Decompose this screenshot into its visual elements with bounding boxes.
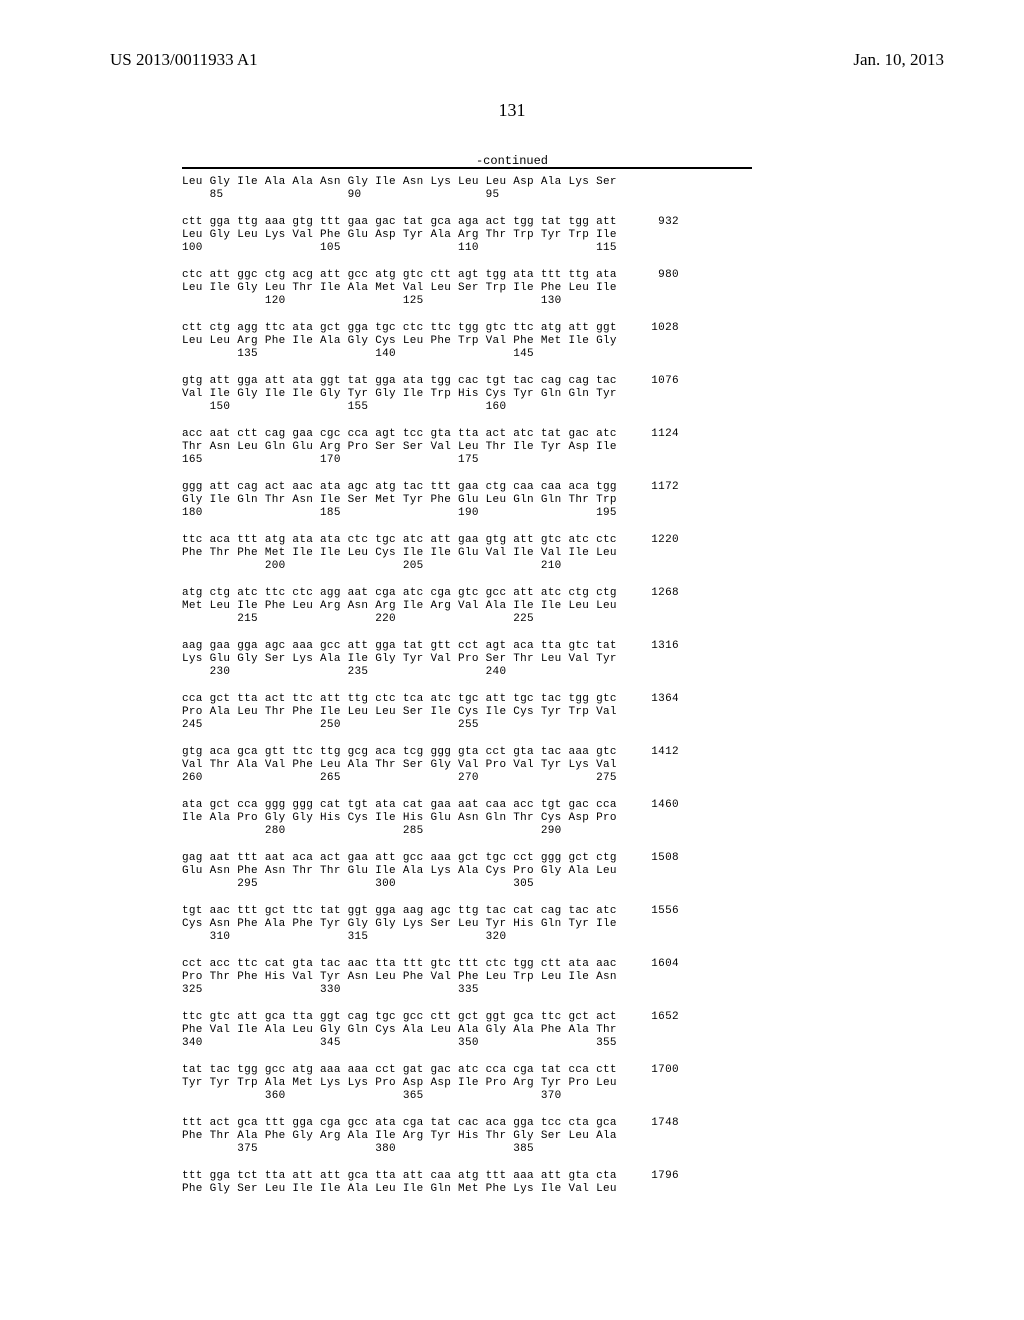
sequence-group: ggg att cag act aac ata agc atg tac ttt … bbox=[182, 481, 679, 520]
sequence-line: tgt aac ttt gct ttc tat ggt gga aag agc … bbox=[182, 905, 679, 918]
sequence-line: Glu Asn Phe Asn Thr Thr Glu Ile Ala Lys … bbox=[182, 865, 679, 878]
sequence-line: Ile Ala Pro Gly Gly His Cys Ile His Glu … bbox=[182, 812, 679, 825]
sequence-group: ttc aca ttt atg ata ata ctc tgc atc att … bbox=[182, 534, 679, 573]
sequence-group: gtg att gga att ata ggt tat gga ata tgg … bbox=[182, 375, 679, 414]
sequence-line: Pro Thr Phe His Val Tyr Asn Leu Phe Val … bbox=[182, 971, 679, 984]
sequence-group: tgt aac ttt gct ttc tat ggt gga aag agc … bbox=[182, 905, 679, 944]
sequence-line: 120 125 130 bbox=[182, 295, 679, 308]
sequence-line: Thr Asn Leu Gln Glu Arg Pro Ser Ser Val … bbox=[182, 441, 679, 454]
sequence-line: Leu Ile Gly Leu Thr Ile Ala Met Val Leu … bbox=[182, 282, 679, 295]
sequence-listing: Leu Gly Ile Ala Ala Asn Gly Ile Asn Lys … bbox=[182, 176, 679, 1210]
sequence-group: tat tac tgg gcc atg aaa aaa cct gat gac … bbox=[182, 1064, 679, 1103]
sequence-line: 135 140 145 bbox=[182, 348, 679, 361]
sequence-line: ttt gga tct tta att att gca tta att caa … bbox=[182, 1170, 679, 1183]
sequence-line: gag aat ttt aat aca act gaa att gcc aaa … bbox=[182, 852, 679, 865]
sequence-line: Pro Ala Leu Thr Phe Ile Leu Leu Ser Ile … bbox=[182, 706, 679, 719]
sequence-line: aag gaa gga agc aaa gcc att gga tat gtt … bbox=[182, 640, 679, 653]
sequence-group: ctc att ggc ctg acg att gcc atg gtc ctt … bbox=[182, 269, 679, 308]
sequence-group: cct acc ttc cat gta tac aac tta ttt gtc … bbox=[182, 958, 679, 997]
sequence-line: 180 185 190 195 bbox=[182, 507, 679, 520]
sequence-line: 360 365 370 bbox=[182, 1090, 679, 1103]
sequence-group: acc aat ctt cag gaa cgc cca agt tcc gta … bbox=[182, 428, 679, 467]
sequence-line: Lys Glu Gly Ser Lys Ala Ile Gly Tyr Val … bbox=[182, 653, 679, 666]
sequence-group: ttc gtc att gca tta ggt cag tgc gcc ctt … bbox=[182, 1011, 679, 1050]
continued-label: -continued bbox=[0, 154, 1024, 168]
sequence-line: 230 235 240 bbox=[182, 666, 679, 679]
sequence-line: Gly Ile Gln Thr Asn Ile Ser Met Tyr Phe … bbox=[182, 494, 679, 507]
sequence-line: 150 155 160 bbox=[182, 401, 679, 414]
sequence-group: Leu Gly Ile Ala Ala Asn Gly Ile Asn Lys … bbox=[182, 176, 679, 202]
sequence-group: ctt gga ttg aaa gtg ttt gaa gac tat gca … bbox=[182, 216, 679, 255]
sequence-line: Phe Thr Ala Phe Gly Arg Ala Ile Arg Tyr … bbox=[182, 1130, 679, 1143]
publication-number: US 2013/0011933 A1 bbox=[110, 50, 258, 70]
sequence-line: Met Leu Ile Phe Leu Arg Asn Arg Ile Arg … bbox=[182, 600, 679, 613]
sequence-line: Leu Gly Ile Ala Ala Asn Gly Ile Asn Lys … bbox=[182, 176, 679, 189]
sequence-line: Phe Gly Ser Leu Ile Ile Ala Leu Ile Gln … bbox=[182, 1183, 679, 1196]
sequence-group: aag gaa gga agc aaa gcc att gga tat gtt … bbox=[182, 640, 679, 679]
sequence-line: ttc gtc att gca tta ggt cag tgc gcc ctt … bbox=[182, 1011, 679, 1024]
sequence-line: tat tac tgg gcc atg aaa aaa cct gat gac … bbox=[182, 1064, 679, 1077]
sequence-line: 375 380 385 bbox=[182, 1143, 679, 1156]
sequence-line: 165 170 175 bbox=[182, 454, 679, 467]
sequence-line: ttc aca ttt atg ata ata ctc tgc atc att … bbox=[182, 534, 679, 547]
sequence-line: 85 90 95 bbox=[182, 189, 679, 202]
sequence-group: gag aat ttt aat aca act gaa att gcc aaa … bbox=[182, 852, 679, 891]
horizontal-rule bbox=[182, 167, 752, 169]
sequence-line: 200 205 210 bbox=[182, 560, 679, 573]
sequence-line: ttt act gca ttt gga cga gcc ata cga tat … bbox=[182, 1117, 679, 1130]
sequence-line: ctt gga ttg aaa gtg ttt gaa gac tat gca … bbox=[182, 216, 679, 229]
sequence-line: 340 345 350 355 bbox=[182, 1037, 679, 1050]
sequence-line: 280 285 290 bbox=[182, 825, 679, 838]
sequence-line: Leu Leu Arg Phe Ile Ala Gly Cys Leu Phe … bbox=[182, 335, 679, 348]
sequence-line: ctc att ggc ctg acg att gcc atg gtc ctt … bbox=[182, 269, 679, 282]
sequence-line: Leu Gly Leu Lys Val Phe Glu Asp Tyr Ala … bbox=[182, 229, 679, 242]
sequence-line: Val Thr Ala Val Phe Leu Ala Thr Ser Gly … bbox=[182, 759, 679, 772]
sequence-group: atg ctg atc ttc ctc agg aat cga atc cga … bbox=[182, 587, 679, 626]
sequence-group: gtg aca gca gtt ttc ttg gcg aca tcg ggg … bbox=[182, 746, 679, 785]
sequence-line: 260 265 270 275 bbox=[182, 772, 679, 785]
publication-date: Jan. 10, 2013 bbox=[853, 50, 944, 70]
sequence-line: Cys Asn Phe Ala Phe Tyr Gly Gly Lys Ser … bbox=[182, 918, 679, 931]
sequence-line: ggg att cag act aac ata agc atg tac ttt … bbox=[182, 481, 679, 494]
sequence-group: cca gct tta act ttc att ttg ctc tca atc … bbox=[182, 693, 679, 732]
sequence-line: 100 105 110 115 bbox=[182, 242, 679, 255]
sequence-line: 245 250 255 bbox=[182, 719, 679, 732]
sequence-group: ttt act gca ttt gga cga gcc ata cga tat … bbox=[182, 1117, 679, 1156]
sequence-line: 310 315 320 bbox=[182, 931, 679, 944]
sequence-line: Val Ile Gly Ile Ile Gly Tyr Gly Ile Trp … bbox=[182, 388, 679, 401]
sequence-group: ata gct cca ggg ggg cat tgt ata cat gaa … bbox=[182, 799, 679, 838]
sequence-line: 325 330 335 bbox=[182, 984, 679, 997]
sequence-line: ata gct cca ggg ggg cat tgt ata cat gaa … bbox=[182, 799, 679, 812]
sequence-line: acc aat ctt cag gaa cgc cca agt tcc gta … bbox=[182, 428, 679, 441]
sequence-line: Phe Val Ile Ala Leu Gly Gln Cys Ala Leu … bbox=[182, 1024, 679, 1037]
sequence-group: ttt gga tct tta att att gca tta att caa … bbox=[182, 1170, 679, 1196]
sequence-group: ctt ctg agg ttc ata gct gga tgc ctc ttc … bbox=[182, 322, 679, 361]
sequence-line: cca gct tta act ttc att ttg ctc tca atc … bbox=[182, 693, 679, 706]
sequence-line: gtg att gga att ata ggt tat gga ata tgg … bbox=[182, 375, 679, 388]
sequence-line: Phe Thr Phe Met Ile Ile Leu Cys Ile Ile … bbox=[182, 547, 679, 560]
page-container: US 2013/0011933 A1 Jan. 10, 2013 131 -co… bbox=[0, 0, 1024, 1320]
sequence-line: 295 300 305 bbox=[182, 878, 679, 891]
sequence-line: 215 220 225 bbox=[182, 613, 679, 626]
sequence-line: gtg aca gca gtt ttc ttg gcg aca tcg ggg … bbox=[182, 746, 679, 759]
sequence-line: ctt ctg agg ttc ata gct gga tgc ctc ttc … bbox=[182, 322, 679, 335]
sequence-line: atg ctg atc ttc ctc agg aat cga atc cga … bbox=[182, 587, 679, 600]
sequence-line: Tyr Tyr Trp Ala Met Lys Lys Pro Asp Asp … bbox=[182, 1077, 679, 1090]
sequence-line: cct acc ttc cat gta tac aac tta ttt gtc … bbox=[182, 958, 679, 971]
page-number: 131 bbox=[0, 100, 1024, 121]
